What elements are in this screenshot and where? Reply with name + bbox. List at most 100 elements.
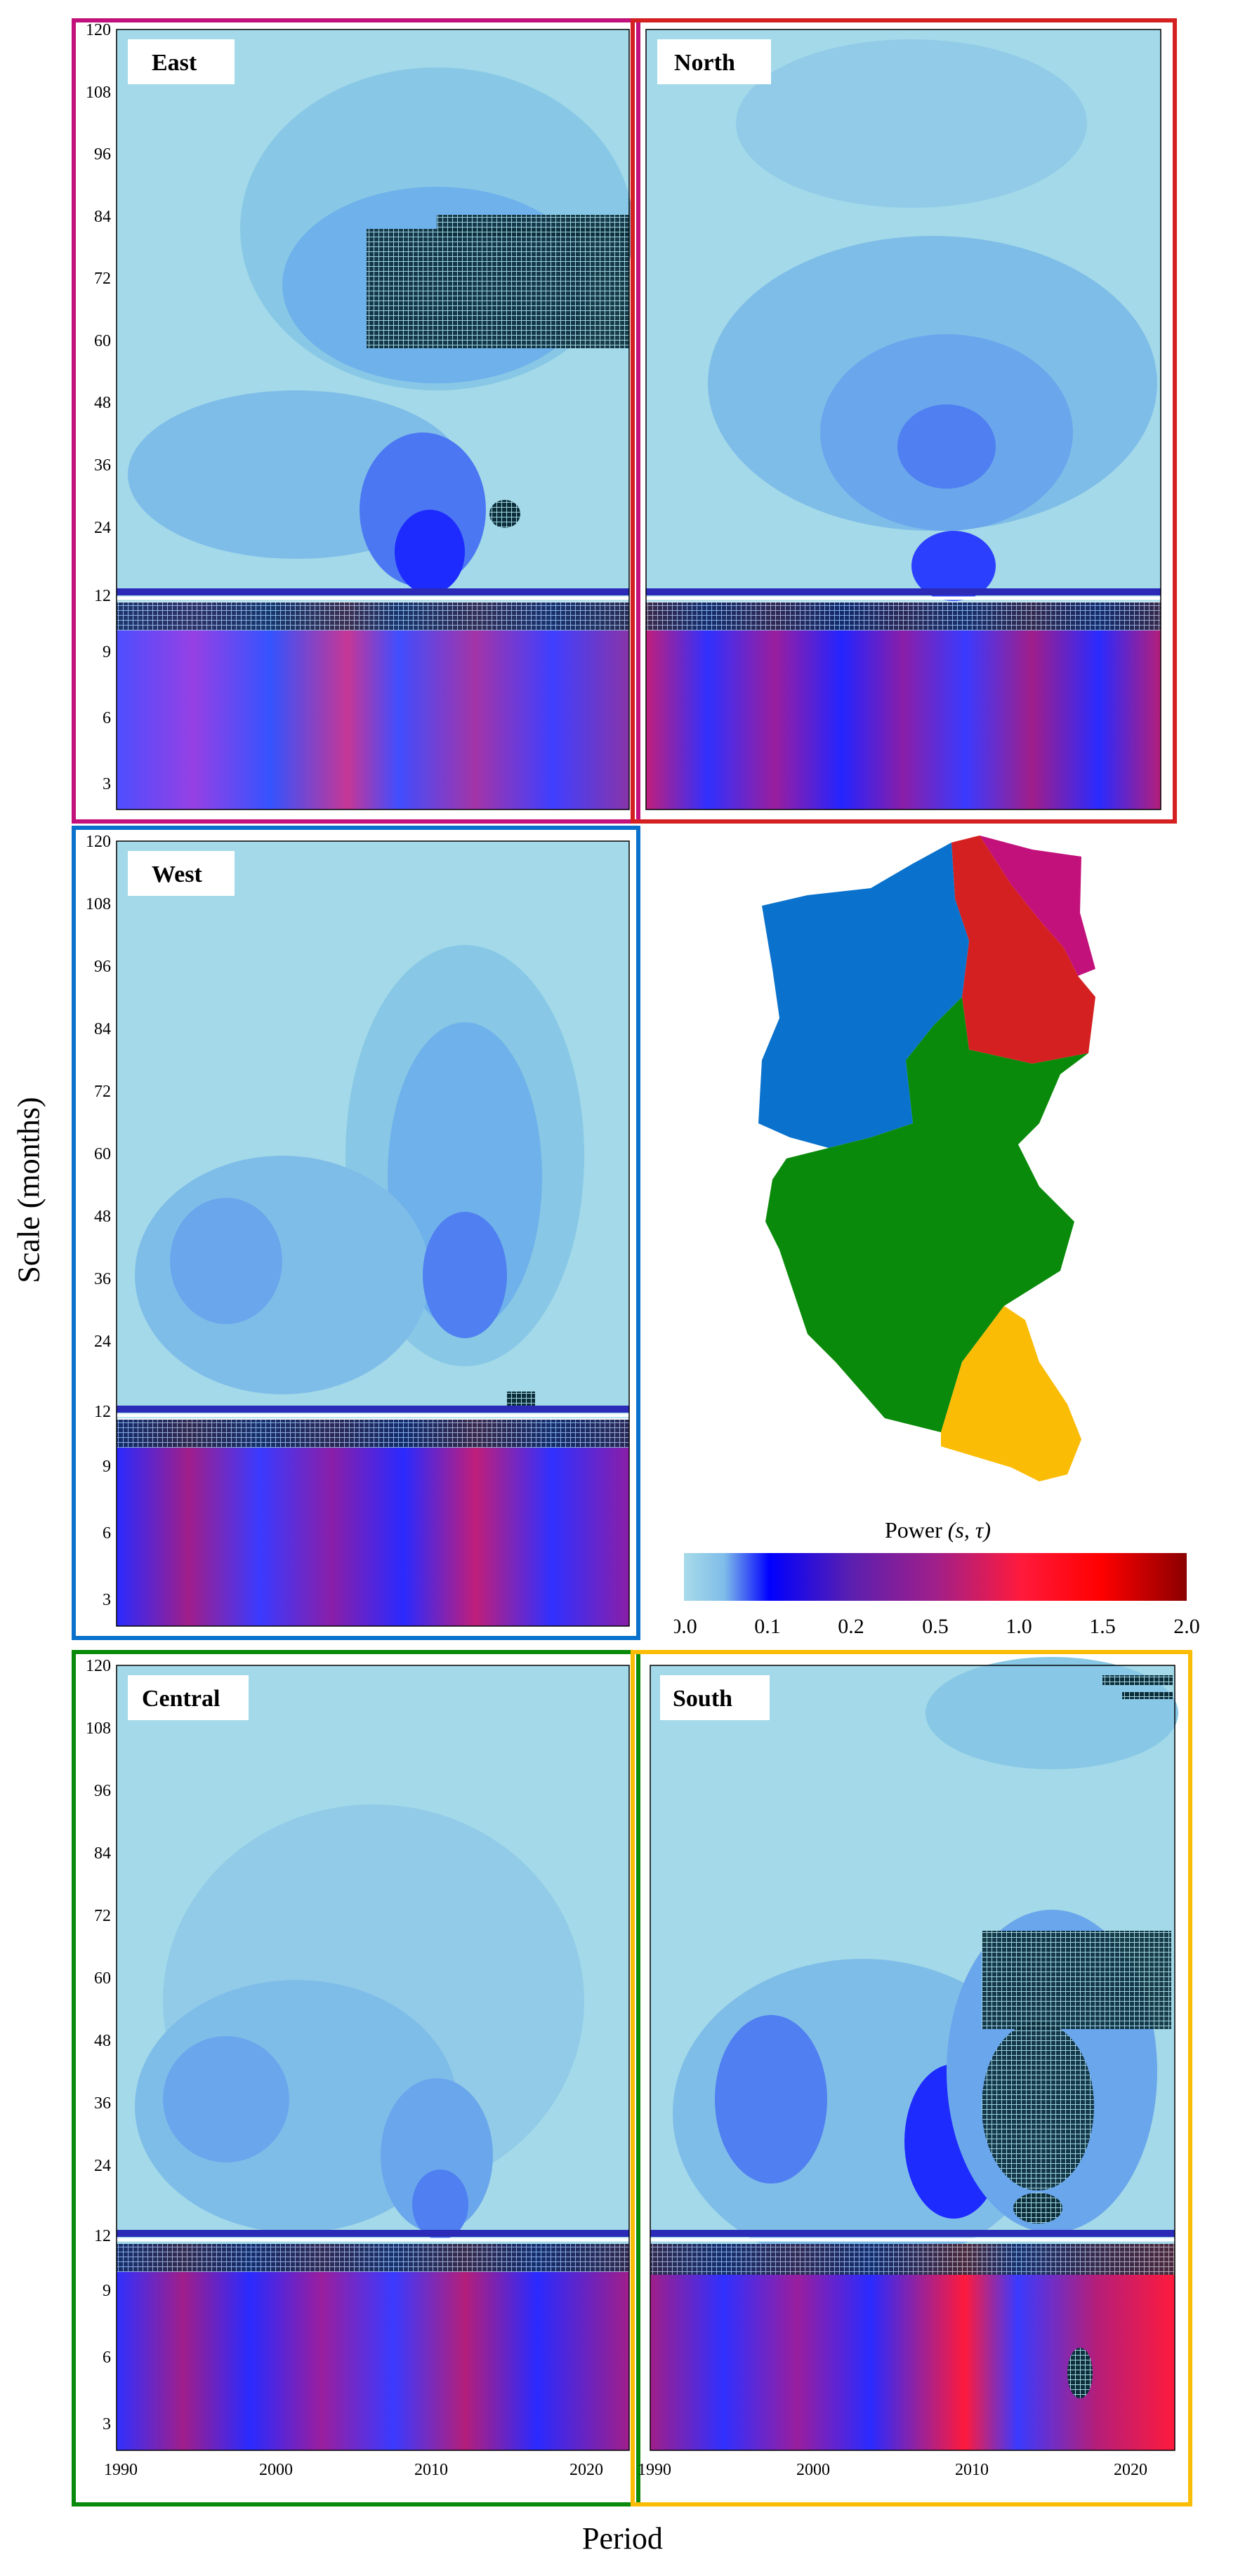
region-map (758, 835, 1095, 1481)
y-axis-label: Scale (months) (11, 1097, 46, 1283)
y-tick: 12 (94, 587, 111, 605)
x-tick: 2000 (259, 2461, 293, 2479)
panel-title: West (152, 861, 202, 887)
significance-region (117, 602, 629, 630)
panel-border (631, 1650, 1192, 2506)
y-tick: 6 (103, 1524, 111, 1543)
panel-title: East (152, 50, 197, 76)
panel-border (72, 18, 640, 824)
panel-west: West 120 108 96 84 72 60 48 36 24 12 9 6… (72, 826, 640, 1640)
y-ticks-lower: 9 6 3 (103, 2282, 111, 2433)
y-ticks-upper: 120 108 96 84 72 60 48 36 24 12 (86, 21, 111, 605)
y-tick: 60 (94, 1145, 111, 1163)
panel-border (72, 826, 640, 1640)
x-ticks: 1990 2000 2010 2020 (638, 2461, 1147, 2479)
y-ticks-lower: 9 6 3 (103, 643, 111, 793)
y-tick: 120 (86, 1657, 111, 1675)
significance-region (650, 2244, 1175, 2275)
panel-title: North (674, 50, 735, 76)
colorbar-tick: 2.0 (1173, 1615, 1200, 1638)
y-tick: 24 (94, 519, 111, 537)
map-region-south (941, 1306, 1081, 1481)
map-region-east (980, 835, 1095, 976)
panel-border (72, 1650, 640, 2506)
colorbar-tick: 1.0 (1006, 1615, 1032, 1638)
significance-region (367, 229, 629, 348)
y-tick: 9 (103, 2282, 111, 2300)
significance-region (982, 2022, 1094, 2191)
x-ticks: 1990 2000 2010 2020 (104, 2461, 603, 2479)
significance-region (489, 500, 520, 528)
y-tick: 36 (94, 456, 111, 475)
significance-region (1122, 1692, 1173, 1699)
y-tick: 36 (94, 2094, 111, 2113)
y-tick: 108 (86, 1719, 111, 1738)
plot-area-lower (646, 602, 1161, 810)
panel-border (631, 18, 1177, 824)
colorbar-tick: 0.1 (754, 1615, 781, 1638)
y-tick: 3 (103, 775, 111, 793)
y-tick: 84 (94, 1844, 111, 1863)
significance-region (1067, 2348, 1093, 2398)
x-tick: 2020 (569, 2461, 603, 2479)
y-tick: 3 (103, 2415, 111, 2433)
y-ticks-lower: 9 6 3 (103, 1458, 111, 1609)
map-region-central (765, 997, 1088, 1432)
plot-area-lower (117, 602, 629, 810)
y-tick: 72 (94, 1907, 111, 1925)
plot-area-lower (117, 1420, 629, 1626)
x-axis-label: Period (582, 2521, 663, 2556)
significance-region (1102, 1675, 1173, 1685)
x-tick: 2010 (955, 2461, 989, 2479)
colorbar-gradient (684, 1553, 1187, 1601)
y-tick: 48 (94, 394, 111, 412)
y-tick: 96 (94, 1782, 111, 1800)
x-tick: 2020 (1114, 2461, 1147, 2479)
significance-region (117, 1420, 629, 1448)
x-tick: 2010 (414, 2461, 448, 2479)
y-tick: 120 (86, 21, 111, 39)
y-tick: 3 (103, 1591, 111, 1609)
y-tick: 96 (94, 958, 111, 976)
panel-south: South 1990 2000 2010 2020 (631, 1650, 1192, 2506)
y-ticks-upper: 120 108 96 84 72 60 48 36 24 12 (86, 833, 111, 1421)
x-tick: 1990 (104, 2461, 138, 2479)
y-ticks-upper: 120 108 96 84 72 60 48 36 24 12 (86, 1657, 111, 2245)
y-tick: 84 (94, 1020, 111, 1038)
y-tick: 72 (94, 270, 111, 288)
panel-east: East 120 108 96 84 72 60 48 36 24 12 9 6… (72, 18, 640, 824)
y-tick: 36 (94, 1270, 111, 1288)
colorbar-tick: 0.2 (838, 1615, 864, 1638)
y-tick: 120 (86, 833, 111, 851)
y-tick: 72 (94, 1083, 111, 1101)
y-tick: 24 (94, 1333, 111, 1351)
y-tick: 108 (86, 84, 111, 102)
y-tick: 60 (94, 1969, 111, 1988)
panel-title: South (673, 1686, 732, 1712)
y-tick: 9 (103, 1458, 111, 1476)
y-tick: 108 (86, 895, 111, 913)
colorbar-title: Power (s, τ) (885, 1517, 991, 1543)
colorbar-ticks: 0.0 0.1 0.2 0.5 1.0 1.5 2.0 (674, 1615, 1200, 1638)
y-tick: 84 (94, 208, 111, 226)
panel-north: North (631, 18, 1177, 824)
map-region-north (951, 835, 1095, 1064)
y-tick: 6 (103, 709, 111, 727)
y-tick: 60 (94, 332, 111, 350)
y-tick: 96 (94, 145, 111, 164)
x-tick: 1990 (638, 2461, 671, 2479)
colorbar-tick: 1.5 (1089, 1615, 1116, 1638)
y-tick: 48 (94, 1208, 111, 1226)
significance-region (117, 2244, 629, 2272)
colorbar: Power (s, τ) 0.0 0.1 0.2 0.5 1.0 1.5 2.0 (674, 1517, 1200, 1638)
significance-region (1013, 2193, 1062, 2224)
colorbar-tick: 0.0 (674, 1615, 697, 1638)
y-tick: 24 (94, 2157, 111, 2175)
panel-title: Central (142, 1686, 220, 1712)
plot-area-lower (650, 2244, 1175, 2450)
map-region-west (758, 843, 969, 1148)
y-tick: 12 (94, 2227, 111, 2245)
y-tick: 12 (94, 1403, 111, 1421)
y-tick: 9 (103, 643, 111, 661)
panel-central: Central 120 108 96 84 72 60 48 36 24 12 … (72, 1650, 640, 2506)
